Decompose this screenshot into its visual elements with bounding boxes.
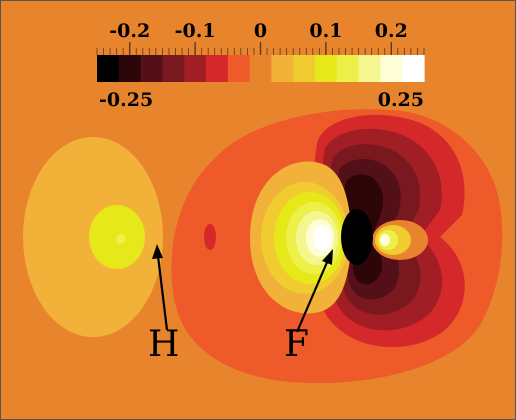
colorbar-max-label: 0.25: [378, 89, 424, 111]
colorbar-min-label: -0.25: [99, 89, 153, 111]
colorbar-swatch: [402, 55, 425, 82]
colorbar-swatch: [227, 55, 251, 82]
negative-core-black: [341, 209, 373, 265]
colorbar-top-label: -0.1: [175, 20, 216, 42]
colorbar-top-label: 0.1: [309, 20, 342, 42]
colorbar-swatch: [118, 55, 142, 82]
colorbar-swatch: [293, 55, 316, 82]
small-negative-spot: [204, 224, 216, 250]
colorbar-swatch: [380, 55, 403, 82]
colorbar-zero-gap: [250, 55, 263, 82]
colorbar: -0.2 -0.1 0 0.1 0.2 -0.25 0.25: [96, 20, 425, 111]
colorbar-swatch: [140, 55, 163, 82]
colorbar-top-label: 0.2: [375, 20, 408, 42]
h-arrow: [152, 244, 169, 331]
colorbar-top-label: 0: [254, 20, 267, 42]
colorbar-swatch: [358, 55, 381, 82]
positive-lobe-core: [313, 225, 331, 251]
colorbar-swatch: [315, 55, 338, 82]
left-core: [116, 234, 126, 244]
colorbar-swatch: [184, 55, 207, 82]
colorbar-swatch: [336, 55, 360, 82]
colorbar-tick-labels: -0.2 -0.1 0 0.1 0.2 -0.25 0.25: [99, 20, 424, 111]
f-label: F: [284, 324, 309, 365]
f-arrow: [295, 249, 333, 333]
h-label: H: [148, 324, 179, 365]
colorbar-top-label: -0.2: [109, 20, 150, 42]
colorbar-swatch: [206, 55, 229, 82]
right-positive-lobe-core: [380, 234, 390, 246]
colorbar-swatch: [162, 55, 185, 82]
colorbar-swatch: [271, 55, 294, 82]
colorbar-swatch: [97, 55, 120, 82]
colorbar-swatches: [97, 55, 425, 82]
colorbar-tick-marks: [96, 42, 425, 55]
